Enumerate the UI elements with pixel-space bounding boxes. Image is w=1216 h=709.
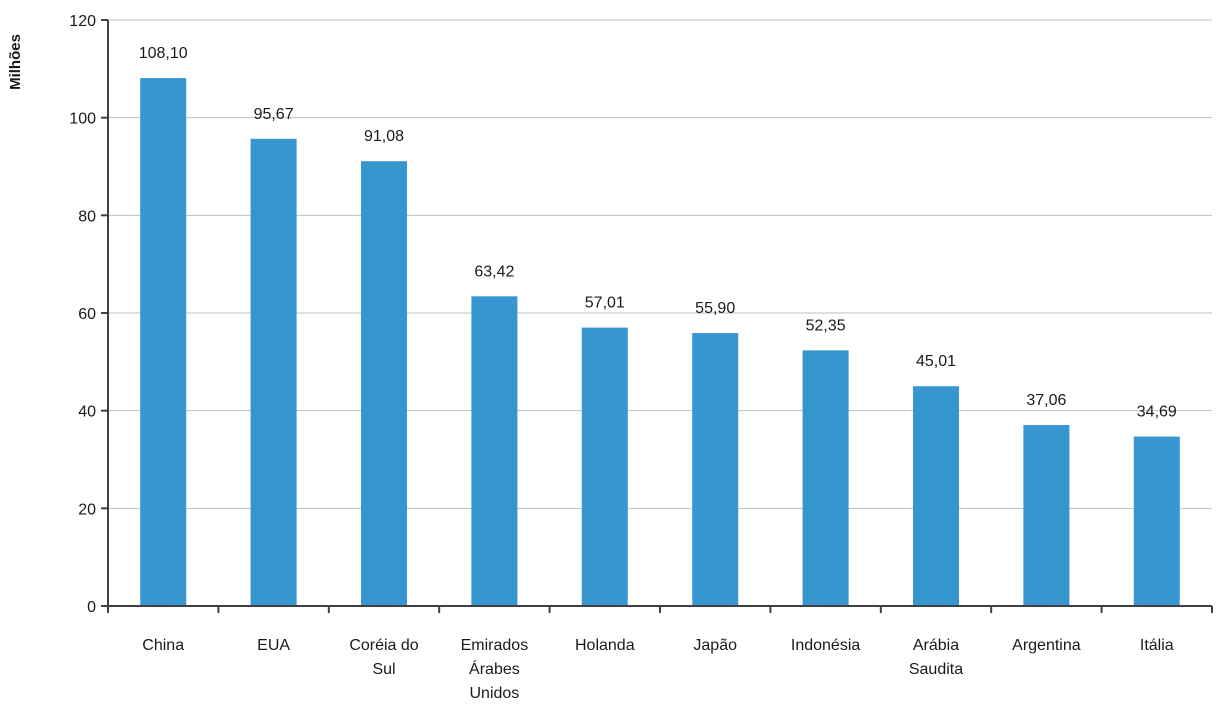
data-label: 95,67 — [254, 106, 294, 123]
x-tick-label: Sul — [372, 661, 395, 678]
data-label: 108,10 — [139, 45, 188, 62]
bar — [361, 161, 407, 606]
bar — [581, 327, 628, 606]
y-tick-label: 20 — [78, 501, 96, 518]
data-label: 45,01 — [916, 353, 956, 370]
x-tick-label: Árabes — [469, 659, 520, 678]
data-label: 63,42 — [474, 263, 514, 280]
bar — [471, 296, 518, 606]
bar — [692, 333, 739, 606]
bar — [802, 350, 849, 606]
x-tick-label: Japão — [693, 637, 737, 654]
y-tick-label: 0 — [87, 599, 96, 616]
bar — [1133, 436, 1180, 606]
x-tick-label: Arábia — [913, 637, 959, 654]
x-tick-label: Emirados — [461, 637, 529, 654]
y-tick-label: 60 — [78, 306, 96, 323]
bar — [1023, 425, 1070, 606]
bars — [140, 78, 1180, 606]
x-tick-label: China — [142, 637, 184, 654]
x-tick-label: Indonésia — [791, 637, 860, 654]
y-tick-label: 120 — [69, 13, 96, 30]
bar — [913, 386, 959, 606]
y-tick-label: 100 — [69, 111, 96, 128]
axes — [101, 19, 1213, 613]
x-tick-label: Saudita — [909, 661, 963, 678]
data-label: 37,06 — [1026, 392, 1066, 409]
data-label: 57,01 — [585, 295, 625, 312]
x-tick-label: Holanda — [575, 637, 635, 654]
x-tick-label: Argentina — [1012, 637, 1081, 654]
x-tick-label: Itália — [1140, 637, 1174, 654]
bar — [250, 138, 297, 606]
x-tick-label: Coréia do — [349, 637, 418, 654]
labels: 0 20 40 60 80 100 120 108,10 China 95,67 EUA 91,08 C… — [69, 13, 1177, 702]
bar — [140, 78, 187, 606]
x-tick-label: EUA — [257, 637, 290, 654]
x-tick-label: Unidos — [469, 685, 519, 702]
y-tick-label: 40 — [78, 404, 96, 421]
data-label: 91,08 — [364, 128, 404, 145]
data-label: 55,90 — [695, 300, 735, 317]
data-label: 52,35 — [806, 317, 846, 334]
y-tick-label: 80 — [78, 208, 96, 225]
data-label: 34,69 — [1137, 404, 1177, 421]
y-axis-label: Milhões — [7, 34, 24, 90]
